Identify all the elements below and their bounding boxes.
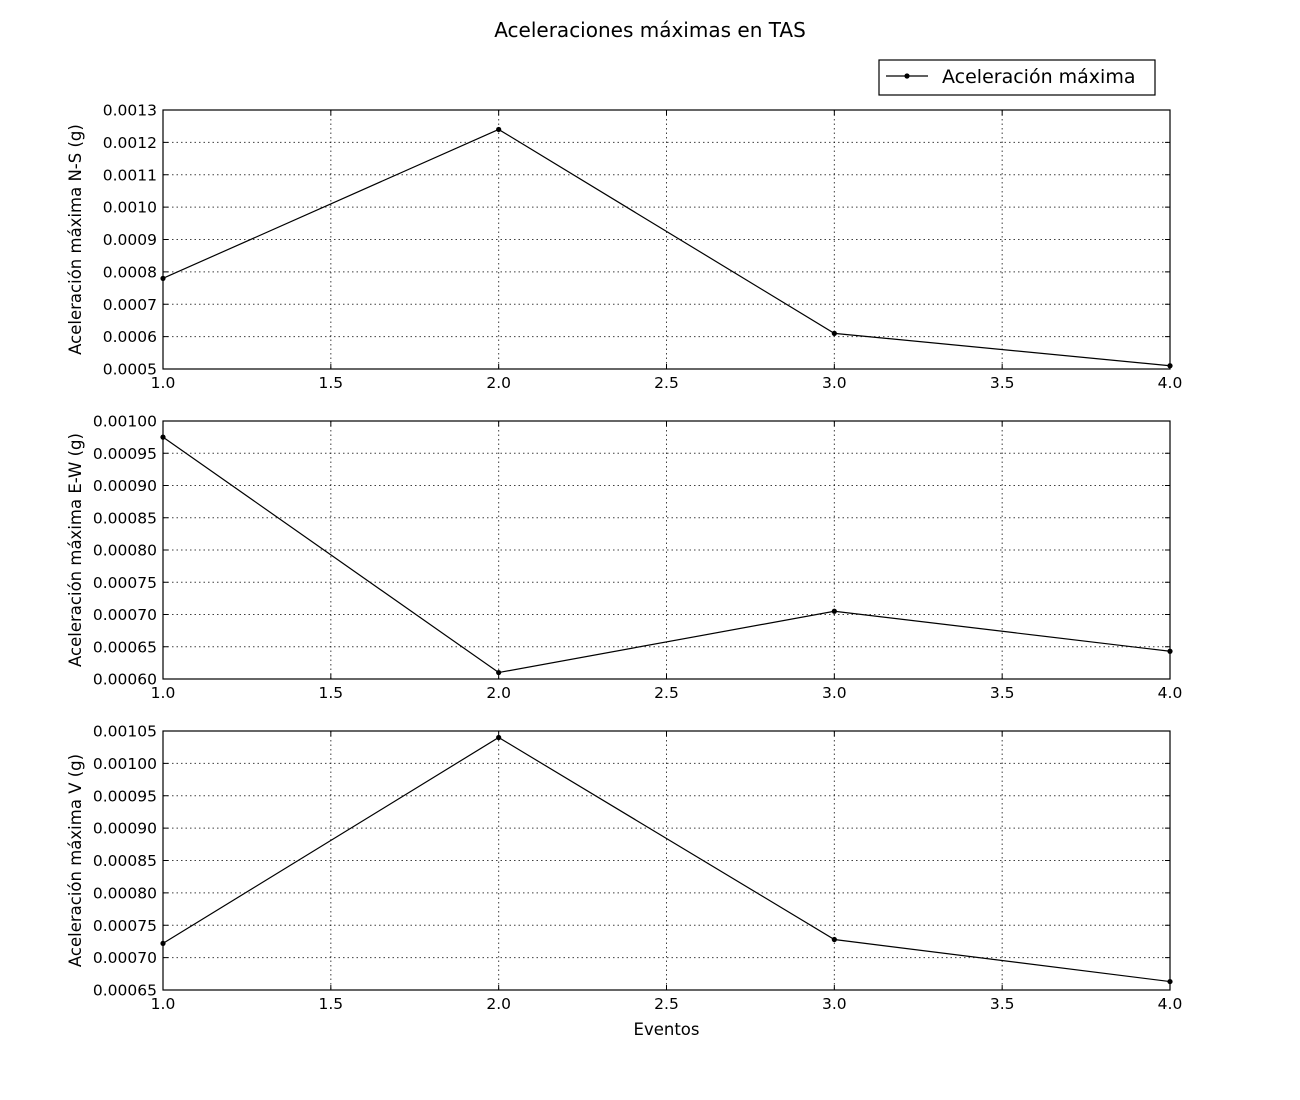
y-tick-label: 0.00085 [93,852,157,870]
y-tick-label: 0.0011 [103,166,157,184]
y-tick-label: 0.00100 [93,755,157,773]
data-point [831,330,837,336]
y-tick-label: 0.00090 [93,820,157,838]
y-tick-label: 0.00100 [93,413,157,431]
y-tick-label: 0.00060 [93,671,157,689]
y-tick-label: 0.00065 [93,638,157,656]
data-point [1167,978,1173,985]
y-axis-label: Aceleración máxima E-W (g) [66,433,85,667]
data-point [496,669,502,676]
x-tick-label: 2.5 [654,374,679,392]
y-tick-label: 0.00080 [93,884,157,902]
series-line [162,436,1171,674]
y-tick-label: 0.00085 [93,509,157,527]
x-tick-label: 2.0 [486,995,511,1013]
x-tick-label: 3.5 [990,684,1015,702]
x-tick-label: 4.0 [1158,374,1183,392]
legend: Aceleración máxima [878,59,1156,96]
y-axis-label: Aceleración máxima V (g) [66,754,85,967]
y-tick-label: 0.0009 [103,231,157,249]
y-tick-label: 0.00070 [93,606,157,624]
data-point [1167,648,1173,654]
x-axis-label: Eventos [634,1020,700,1039]
data-point [496,734,502,741]
y-tick-label: 0.00075 [93,917,157,935]
series-line [162,128,1171,367]
data-point [496,126,502,133]
x-tick-label: 2.0 [486,374,511,392]
y-tick-label: 0.00095 [93,787,157,805]
subplot-v: 1.0 1.5 2.0 2.5 3.0 3.5 4.0 0.00065 0.00070 0.000… [66,723,1182,1040]
y-axis-label: Aceleración máxima N-S (g) [66,124,85,355]
y-tick-label: 0.00075 [93,574,157,592]
x-tick-label: 2.5 [654,995,679,1013]
y-tick-label: 0.00090 [93,477,157,495]
y-tick-label: 0.00070 [93,949,157,967]
data-point [160,434,166,440]
x-tick-label: 2.0 [486,684,511,702]
x-tick-label: 1.0 [151,995,176,1013]
y-tick-label: 0.00105 [93,723,157,741]
x-tick-label: 4.0 [1158,684,1183,702]
y-tick-label: 0.0006 [103,328,157,346]
y-tick-label: 0.00095 [93,445,157,463]
x-tick-label: 1.5 [319,684,344,702]
figure-title: Aceleraciones máximas en TAS [494,18,806,42]
data-point [831,608,837,614]
legend-frame [878,59,1156,96]
y-tick-label: 0.00080 [93,542,157,560]
y-tick-label: 0.0013 [103,102,157,120]
y-tick-label: 0.0005 [103,361,157,379]
data-point [160,275,166,281]
x-tick-label: 1.5 [319,995,344,1013]
x-tick-label: 1.0 [151,374,176,392]
y-tick-label: 0.0008 [103,263,157,281]
data-point [831,936,837,943]
y-tick-label: 0.0012 [103,134,157,152]
y-tick-label: 0.00065 [93,982,157,1000]
x-tick-label: 1.5 [319,374,344,392]
x-tick-label: 3.5 [990,374,1015,392]
data-point [1167,363,1173,369]
subplot-ns: 1.0 1.5 2.0 2.5 3.0 3.5 4.0 0.0005 0.0006 0.0007 0… [66,102,1182,393]
legend-label: Aceleración máxima [942,66,1135,88]
x-tick-label: 3.0 [822,684,847,702]
x-tick-label: 1.0 [151,684,176,702]
data-point [160,940,166,946]
series-line [162,736,1171,983]
x-tick-label: 3.0 [822,374,847,392]
x-tick-label: 4.0 [1158,995,1183,1013]
y-tick-label: 0.0010 [103,199,157,217]
legend-marker-sample [904,73,910,79]
x-tick-label: 3.0 [822,995,847,1013]
subplot-ew: 1.0 1.5 2.0 2.5 3.0 3.5 4.0 0.00060 0.00065 0.000… [66,413,1182,703]
y-tick-label: 0.0007 [103,296,157,314]
x-tick-label: 2.5 [654,684,679,702]
x-tick-label: 3.5 [990,995,1015,1013]
subplots-container: 1.0 1.5 2.0 2.5 3.0 3.5 4.00.00050.00060.00070… [66,102,1182,1040]
